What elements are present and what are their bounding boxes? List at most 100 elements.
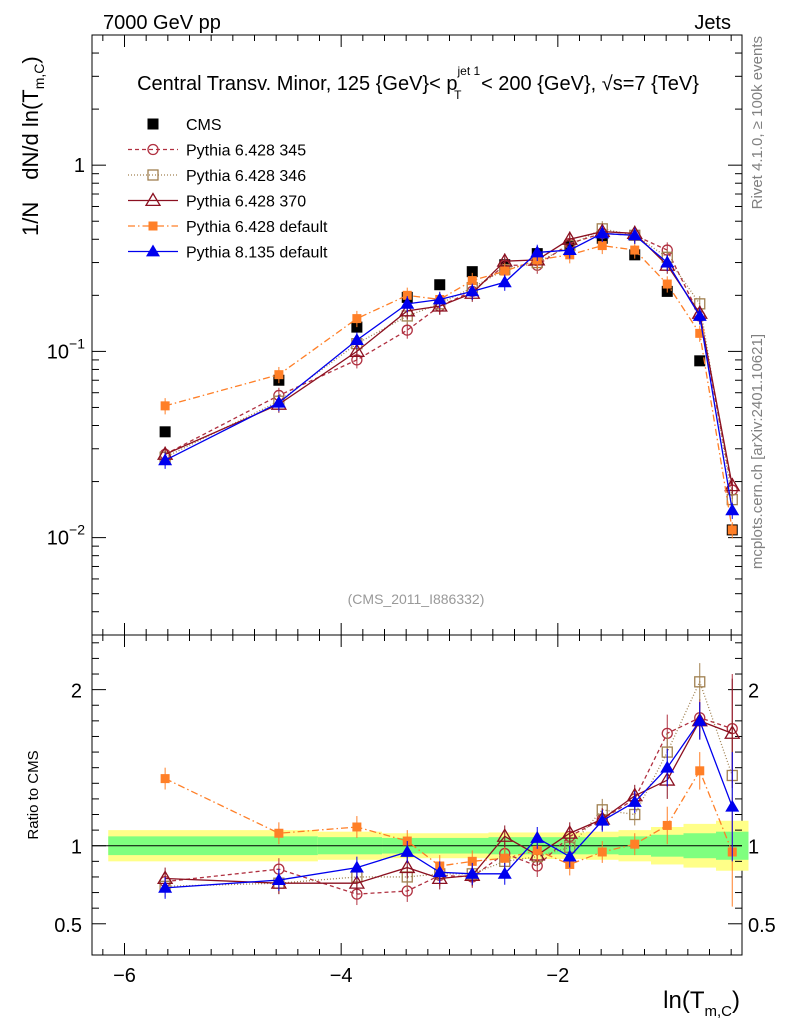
y-tick-label: 10−2: [47, 522, 85, 550]
cms-point: [694, 355, 706, 367]
ratio-series: [156, 663, 741, 907]
legend-label-py8: Pythia 8.135 default: [186, 245, 328, 262]
py8-ratio-point: [158, 880, 173, 893]
py370-point: [431, 297, 448, 312]
axes: −6 −4 −2 10−2 10−1 1 0.5 0.5 1 1 2 2: [47, 34, 776, 987]
legend-marker-cms: [147, 118, 159, 130]
legend-label-py345: Pythia 6.428 345: [186, 143, 306, 160]
pydef-point: [402, 290, 412, 300]
legend: CMS Pythia 6.428 345 Pythia 6.428 346 Pythi…: [128, 117, 328, 262]
py8-point: [692, 308, 707, 321]
energy-label: 7000 GeV pp: [103, 12, 221, 34]
py370-line: [164, 230, 733, 486]
pydef-point: [597, 241, 607, 251]
py8-point: [725, 503, 740, 516]
py8-point: [432, 292, 447, 305]
pydef-ratio-point: [630, 839, 640, 849]
pydef-ratio-point: [274, 828, 284, 838]
py370-ratio-point: [431, 870, 448, 885]
py370-ratio-point: [724, 725, 741, 739]
legend-marker-pydef: [148, 221, 158, 231]
ratio-y-tick-label: 2: [71, 681, 82, 703]
py8-ratio-point: [349, 860, 364, 873]
legend-label-cms: CMS: [186, 117, 222, 134]
y-axis-label-main: 1/NdN/d ln(Tm,C): [18, 56, 47, 236]
pydef-point: [695, 328, 705, 338]
py8-ratio-point: [725, 799, 740, 812]
py346-line: [164, 228, 733, 500]
legend-marker-py370: [144, 192, 162, 207]
analysis-label: (CMS_2011_I886332): [348, 591, 485, 607]
pydef-point: [500, 266, 510, 276]
y-tick-label: 10−1: [47, 335, 85, 363]
pydef-point: [662, 279, 672, 289]
ratio-plot-frame: [91, 634, 743, 956]
pydef-point: [467, 276, 477, 286]
ratio-y-tick-label-right: 1: [748, 837, 759, 859]
x-tick-label: −6: [113, 965, 136, 987]
pydef-ratio-point: [467, 856, 477, 866]
y-axis-label-ratio: Ratio to CMS: [25, 750, 42, 839]
pydef-point: [352, 314, 362, 324]
pydef-line: [164, 244, 733, 531]
pydef-ratio-point: [695, 766, 705, 776]
py8-line: [164, 232, 733, 511]
pydef-ratio-point: [662, 820, 672, 830]
py8-ratio-point: [497, 866, 512, 879]
py8-ratio-point: [271, 873, 286, 885]
py8-point: [562, 243, 577, 255]
legend-marker-py8: [146, 244, 160, 257]
py370-ratio-point: [496, 828, 513, 842]
py8-point: [627, 228, 642, 241]
py8-point: [530, 245, 545, 258]
py8-point: [400, 296, 415, 309]
py8-point: [465, 284, 480, 297]
py8-point: [271, 395, 286, 408]
pydef-ratio-point: [500, 853, 510, 863]
py370-ratio-point: [348, 874, 366, 889]
py8-ratio-point: [400, 844, 415, 857]
pydef-ratio-point: [532, 845, 542, 855]
title-superscript: jet 1: [456, 64, 480, 78]
py8-ratio-point: [530, 830, 545, 843]
py8-point: [349, 333, 364, 345]
x-tick-label: −4: [330, 965, 353, 987]
py8-ratio-point: [432, 865, 447, 878]
py8-point: [595, 226, 610, 239]
title-pre: Central Transv. Minor, 125 {GeV}< p: [137, 73, 457, 95]
main-series: [156, 221, 741, 539]
ratio-y-tick-label-right: 0.5: [748, 915, 776, 937]
title-post: < 200 {GeV}, √s=7 {TeV}: [476, 73, 700, 95]
py8-ratio-point: [595, 813, 610, 826]
cms-point: [159, 426, 171, 438]
py8-ratio-point: [627, 795, 642, 807]
plot-title: Central Transv. Minor, 125 {GeV}< pjet 1…: [137, 64, 699, 102]
py345-point: [401, 324, 413, 336]
x-axis-label: ln(Tm,C): [663, 987, 740, 1020]
py370-point: [348, 343, 366, 357]
cms-point: [434, 279, 446, 291]
pydef-point: [727, 525, 737, 535]
py346-ratio-point: [694, 676, 706, 688]
py8-point: [497, 275, 512, 288]
py8-ratio-line: [165, 719, 733, 889]
py8-ratio-point: [465, 866, 480, 879]
ratio-y-tick-label: 1: [71, 837, 82, 859]
legend-label-py370: Pythia 6.428 370: [186, 194, 306, 211]
pydef-point: [630, 245, 640, 255]
py8-point: [158, 453, 173, 466]
py370-ratio-point: [561, 824, 578, 839]
legend-label-py346: Pythia 6.428 346: [186, 168, 306, 185]
pydef-ratio-line: [164, 769, 733, 867]
ratio-y-tick-label: 0.5: [54, 915, 82, 937]
ratio-y-tick-label-right: 2: [748, 681, 759, 703]
py8-ratio-point: [660, 760, 675, 773]
title-subscript: T: [454, 88, 462, 102]
cms-point: [466, 266, 478, 278]
jets-label: Jets: [694, 12, 731, 34]
legend-label-pydef: Pythia 6.428 default: [186, 219, 328, 236]
pydef-ratio-point: [160, 774, 170, 784]
py8-ratio-point: [692, 713, 707, 726]
py8-ratio-point: [562, 849, 577, 862]
